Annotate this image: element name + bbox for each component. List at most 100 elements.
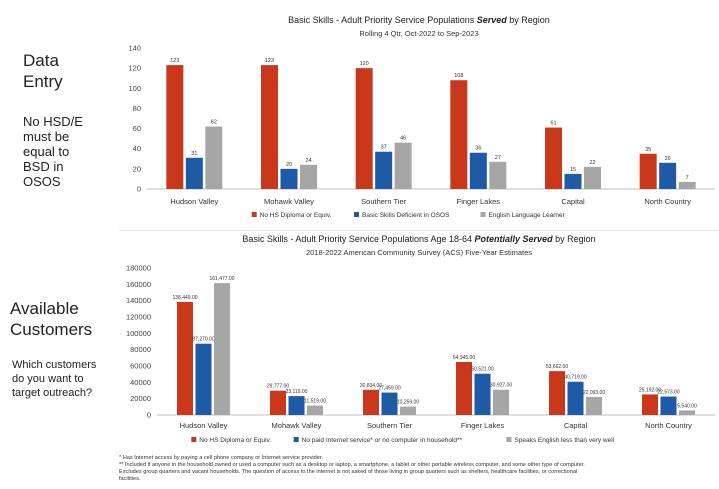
chart-panel-potentially-served: Basic Skills - Adult Priority Service Po… [119,231,719,453]
data-label: 108 [454,73,463,79]
bar [261,65,278,189]
bar [185,157,203,189]
y-tick-label: 20 [133,164,141,173]
bar [355,68,373,189]
data-label: 46 [400,136,406,142]
category-label: North Country [644,197,691,206]
category-label: Southern Tier [367,421,413,430]
legend-label: Basic Skills Deficient in OSOS [362,212,450,219]
data-label: 10,259.00 [397,400,419,406]
bar [177,301,193,415]
data-label: 30,927.00 [490,383,512,389]
chart-title: Basic Skills - Adult Priority Service Po… [288,15,550,25]
y-tick-label: 40 [133,144,141,153]
legend-swatch [480,212,486,217]
legend-label: No HS Diploma or Equiv. [199,437,271,444]
data-label: 11,519.00 [304,399,326,405]
chart-subtitle: Rolling 4 Qtr, Oct-2022 to Sep-2023 [359,29,478,38]
chart-potentially-served-by-region: Basic Skills - Adult Priority Service Po… [126,234,715,444]
category-label: Finger Lakes [457,197,501,206]
legend-swatch [354,212,360,217]
data-label: 30,834.00 [360,383,382,389]
data-label: 138,449.00 [172,295,197,301]
data-label: 123 [170,58,179,64]
category-label: Southern Tier [361,197,407,206]
category-label: Hudson Valley [170,197,218,206]
y-tick-label: 20000 [130,394,151,403]
data-label: 22,093.00 [583,390,605,396]
bar [280,168,298,189]
data-label: 27,459.00 [378,386,400,392]
legend-label: No HS Diploma or Equiv. [260,212,332,219]
y-tick-label: 40000 [130,378,151,387]
y-tick-label: 80 [133,104,141,113]
category-label: Finger Lakes [461,421,505,430]
bar [549,371,565,415]
bar [205,126,223,189]
bar [474,373,491,415]
bar [679,410,695,415]
data-label: 24 [305,158,311,164]
data-label: 120 [360,61,369,67]
data-label: 61 [550,121,556,127]
section-note-data-entry: No HSD/E must be equal to BSD in OSOS [23,114,83,189]
data-label: 23,119.00 [286,389,308,395]
section-title-available-customers: Available Customers [10,299,93,339]
bar [545,127,562,189]
chart-subtitle: 2018-2022 American Community Survey (ACS… [306,248,532,257]
data-label: 15 [570,167,576,173]
bar [394,142,412,189]
footnote-line: * Has Internet access by paying a cell p… [119,455,323,461]
y-tick-label: 80000 [130,345,151,354]
data-label: 31 [191,151,197,157]
bar [678,181,696,189]
bar [586,396,602,415]
bar [195,343,212,415]
y-tick-label: 60000 [130,362,151,371]
chart-panel-served: Basic Skills - Adult Priority Service Po… [119,8,719,231]
category-label: Mohawk Valley [272,421,322,430]
data-label: 29,777.00 [267,384,289,390]
data-label: 27 [495,155,501,161]
y-tick-label: 180000 [126,264,151,273]
legend-swatch [251,212,257,217]
data-label: 87,270.00 [192,337,214,343]
category-label: Capital [561,197,585,206]
bar [659,162,677,189]
bar [584,166,601,189]
data-label: 25,192.00 [639,387,661,393]
y-tick-label: 60 [133,124,141,133]
data-label: 161,477.00 [209,276,234,282]
data-label: 62 [211,120,217,126]
y-tick-label: 0 [137,185,141,194]
footnotes: * Has Internet access by paying a cell p… [119,455,719,483]
legend-swatch [293,437,299,442]
bar [300,164,317,189]
section-title-data-entry: Data Entry [23,51,63,91]
data-label: 22 [589,160,595,166]
y-tick-label: 160000 [126,280,151,289]
footnote-line: Excludes group quarters and vacant house… [119,469,578,475]
category-label: North Country [645,421,692,430]
data-label: 7 [686,175,689,181]
bar [381,392,398,415]
data-label: 64,945.00 [453,355,475,361]
section-note-available-customers: Which customers do you want to target ou… [12,359,97,399]
bar [493,389,509,415]
y-tick-label: 100 [128,84,141,93]
legend-swatch [506,437,512,442]
y-tick-label: 0 [147,411,151,420]
data-label: 20 [286,162,292,168]
bar [564,173,582,189]
y-tick-label: 120000 [126,313,151,322]
bar [400,406,416,415]
data-label: 37 [381,145,387,151]
bar [363,389,379,415]
chart-served-by-region: Basic Skills - Adult Priority Service Po… [128,15,715,219]
bar [270,390,286,415]
bar [450,80,468,189]
bar [639,153,657,189]
data-label: 35 [645,147,651,153]
legend-label: No paid Internet service* or no computer… [302,437,463,444]
footnote-line: facilities. [119,476,141,482]
